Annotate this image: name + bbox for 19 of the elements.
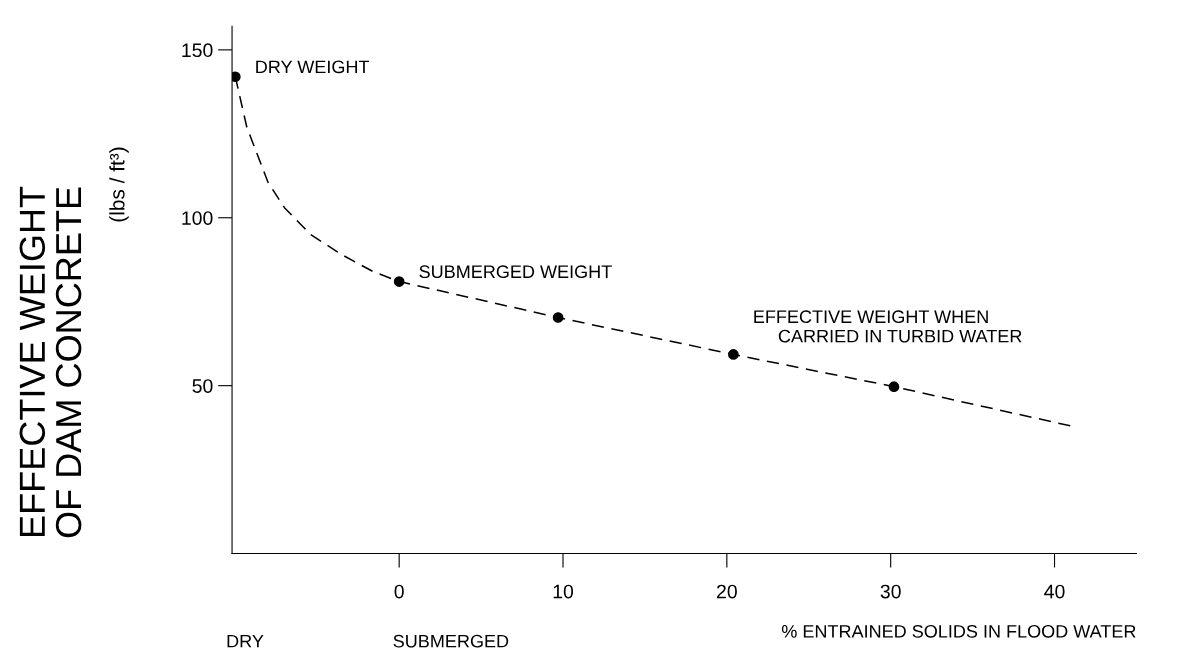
annotation: DRY WEIGHT <box>256 60 370 74</box>
point <box>888 381 900 393</box>
x-axis-title: % ENTRAINED SOLIDS IN FLOOD WATER <box>781 624 1136 638</box>
y-tick-label: 150 <box>182 43 213 58</box>
point <box>728 349 739 360</box>
y-axis-title: EFFECTIVE WEIGHT OF DAM CONCRETE (lbs / ft³) <box>19 147 129 538</box>
point <box>393 276 405 287</box>
x-tick-label: 10 <box>553 584 574 599</box>
annotation: EFFECTIVE WEIGHT WHEN CARRIED IN TURBID WATER <box>754 310 1022 343</box>
text: SUBMERGED <box>393 634 509 648</box>
point <box>552 312 564 323</box>
y-tick-label: 100 <box>182 211 213 225</box>
text: DRY <box>227 634 264 648</box>
x-tick-label: 40 <box>1044 584 1065 599</box>
x-tick-label: 30 <box>880 584 901 599</box>
x-tick-label: 20 <box>717 584 737 599</box>
y-tick-label: 50 <box>192 379 213 393</box>
x-tick-label: 0 <box>394 584 404 599</box>
annotation: SUBMERGED WEIGHT <box>419 265 612 279</box>
